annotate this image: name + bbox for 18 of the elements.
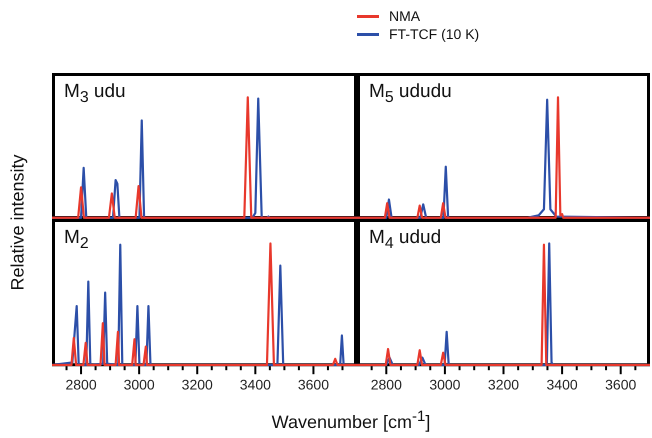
x-tick-label: 3600: [605, 376, 636, 392]
x-axis-title: Wavenumber [cm$^{-1}$]: [270, 408, 432, 433]
x-tick-label: 2800: [65, 376, 97, 392]
x-tick-label: 3000: [429, 376, 461, 392]
y-axis-title: Relative intensity: [8, 153, 28, 293]
x-tick-label: 3400: [546, 376, 578, 392]
x-tick-label: 3200: [488, 376, 520, 392]
chart-title: M$_{2}$: [64, 227, 89, 253]
x-tick-label: 3200: [182, 376, 214, 392]
x-tick-label: 2800: [370, 376, 402, 392]
x-tick-label: 3400: [240, 376, 272, 392]
x-tick-label: 3000: [124, 376, 155, 392]
chart-title: M$_{5}$ ududu: [369, 81, 452, 107]
legend-label: NMA: [389, 8, 420, 24]
chart-title: M$_{4}$ udud: [369, 227, 442, 253]
chart-title: M$_{3}$ udu: [64, 81, 126, 107]
x-tick-label: 3600: [298, 376, 330, 392]
legend-label: FT-TCF (10 K): [389, 26, 480, 42]
